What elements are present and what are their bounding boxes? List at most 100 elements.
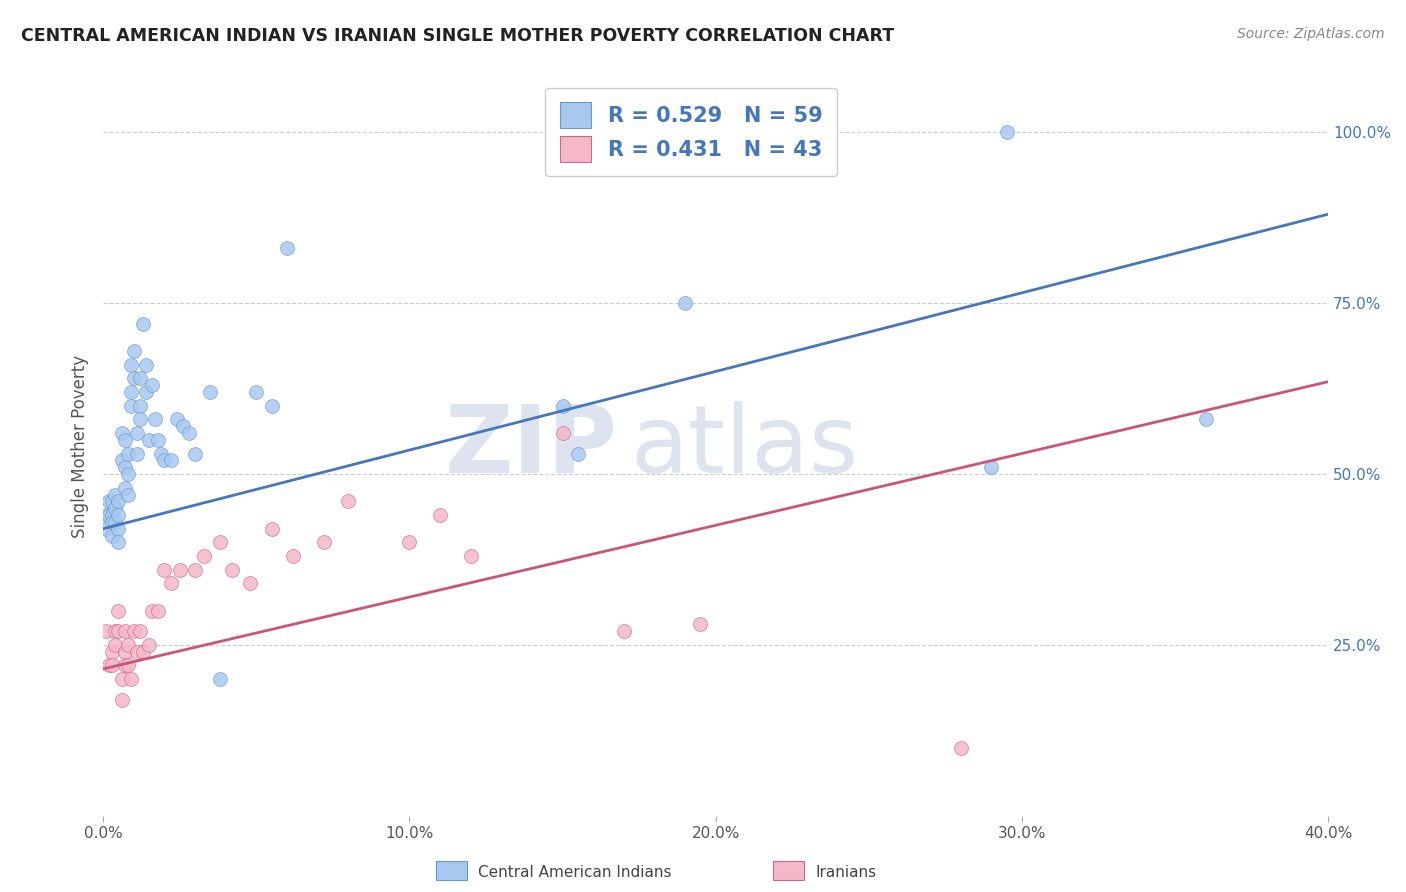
Point (122, 624, 145, 639)
Point (143, 412, 166, 426)
Point (104, 624, 127, 639)
Point (138, 433, 160, 447)
Point (166, 412, 188, 426)
Point (245, 384, 267, 399)
Point (107, 604, 129, 618)
Point (125, 425, 148, 440)
Point (114, 624, 136, 639)
Point (766, 125, 789, 139)
Text: atlas: atlas (630, 401, 858, 492)
Point (177, 425, 200, 440)
Point (96, 624, 118, 639)
Point (689, 125, 711, 139)
Point (114, 460, 136, 475)
Point (1194, 412, 1216, 426)
Point (101, 508, 124, 522)
Point (239, 576, 262, 591)
Point (125, 645, 148, 659)
Point (98, 494, 121, 508)
Point (110, 453, 132, 467)
Point (117, 467, 139, 481)
Point (101, 528, 124, 542)
Point (125, 446, 148, 460)
Point (460, 549, 482, 563)
Point (673, 296, 696, 310)
Point (120, 672, 142, 686)
Point (148, 433, 170, 447)
Point (122, 343, 145, 358)
Text: Iranians: Iranians (815, 865, 876, 880)
Text: Central American Indians: Central American Indians (478, 865, 672, 880)
Point (107, 535, 129, 549)
Point (128, 624, 150, 639)
Point (281, 549, 304, 563)
Point (260, 399, 283, 413)
Point (169, 563, 191, 577)
Point (153, 453, 176, 467)
Point (128, 399, 150, 413)
Y-axis label: Single Mother Poverty: Single Mother Poverty (72, 355, 89, 538)
Point (567, 446, 589, 460)
Point (138, 638, 160, 652)
Point (120, 399, 142, 413)
Point (114, 645, 136, 659)
Point (117, 446, 139, 460)
Point (200, 384, 222, 399)
Text: Source: ZipAtlas.com: Source: ZipAtlas.com (1237, 27, 1385, 41)
Point (551, 425, 574, 440)
Point (689, 617, 711, 632)
Point (101, 645, 124, 659)
Point (337, 494, 360, 508)
Point (101, 515, 124, 529)
Point (208, 672, 231, 686)
Point (120, 384, 142, 399)
Point (107, 624, 129, 639)
Text: ZIP: ZIP (444, 401, 617, 492)
Point (98, 658, 121, 673)
Point (613, 624, 636, 639)
Point (96, 522, 118, 536)
Point (120, 358, 142, 372)
Point (184, 446, 207, 460)
Point (117, 638, 139, 652)
Point (128, 371, 150, 385)
Point (153, 563, 176, 577)
Point (159, 453, 181, 467)
Legend: R = 0.529   N = 59, R = 0.431   N = 43: R = 0.529 N = 59, R = 0.431 N = 43 (546, 87, 837, 177)
Point (122, 371, 145, 385)
Point (114, 433, 136, 447)
Point (132, 317, 155, 331)
Point (128, 412, 150, 426)
Point (114, 481, 136, 495)
Point (995, 125, 1018, 139)
Point (148, 604, 170, 618)
Point (104, 487, 127, 501)
Point (104, 638, 127, 652)
Point (429, 508, 451, 522)
Point (260, 522, 283, 536)
Point (551, 399, 574, 413)
Point (193, 549, 215, 563)
Point (110, 692, 132, 706)
Point (980, 460, 1002, 475)
Text: CENTRAL AMERICAN INDIAN VS IRANIAN SINGLE MOTHER POVERTY CORRELATION CHART: CENTRAL AMERICAN INDIAN VS IRANIAN SINGL… (21, 27, 894, 45)
Point (135, 384, 157, 399)
Point (110, 672, 132, 686)
Point (949, 740, 972, 755)
Point (104, 515, 127, 529)
Point (107, 494, 129, 508)
Point (221, 563, 243, 577)
Point (159, 576, 181, 591)
Point (117, 487, 139, 501)
Point (312, 535, 335, 549)
Point (172, 419, 194, 434)
Point (107, 508, 129, 522)
Point (398, 535, 420, 549)
Point (276, 241, 298, 255)
Point (98, 508, 121, 522)
Point (141, 604, 163, 618)
Point (114, 658, 136, 673)
Point (104, 501, 127, 516)
Point (107, 522, 129, 536)
Point (141, 378, 163, 392)
